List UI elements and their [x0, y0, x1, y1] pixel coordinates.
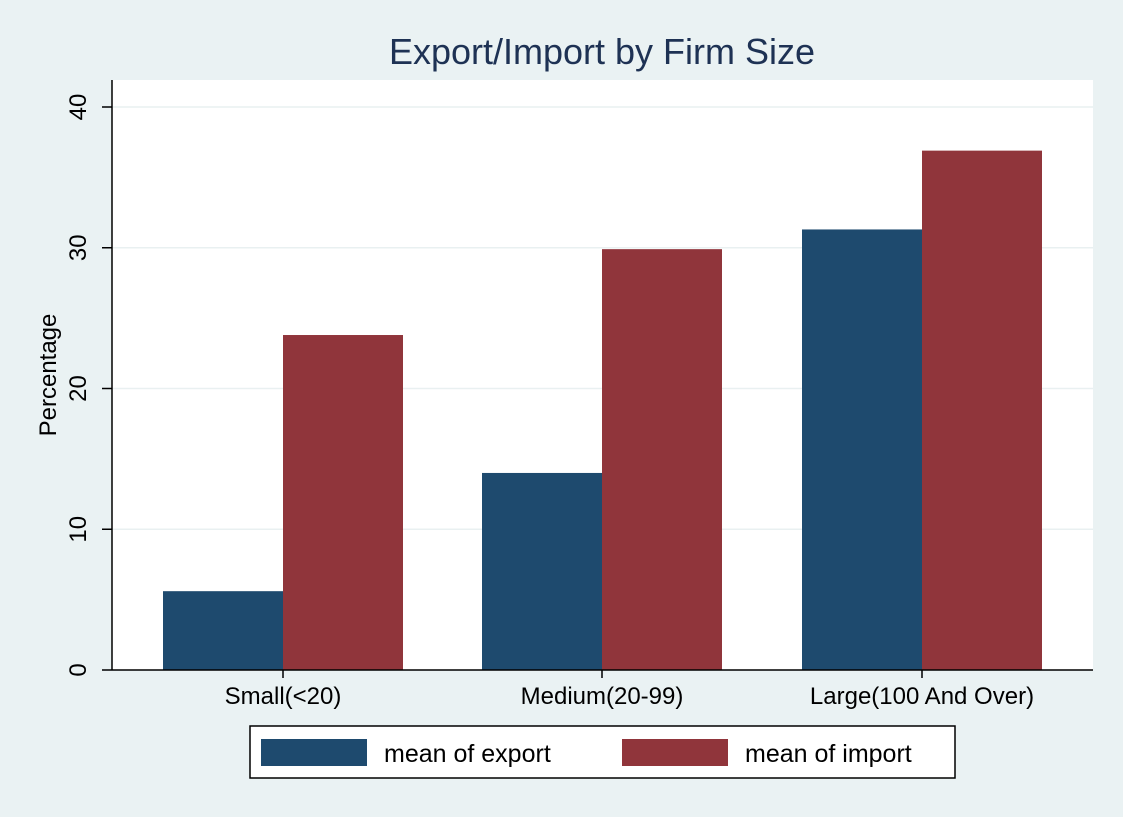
x-category-label-1: Medium(20-99) [521, 683, 684, 710]
chart-title: Export/Import by Firm Size [389, 31, 815, 72]
legend: mean of export mean of import [249, 725, 956, 779]
bars [163, 150, 1042, 670]
y-axis-label: Percentage [35, 314, 62, 437]
y-tick-label-40: 40 [65, 94, 92, 121]
y-tick-label-0: 0 [65, 663, 92, 676]
legend-box [249, 725, 956, 779]
x-category-label-2: Large(100 And Over) [810, 683, 1034, 710]
x-category-label-0: Small(<20) [225, 683, 342, 710]
bar-export-2 [802, 229, 922, 670]
y-ticks: 0 10 20 30 40 [65, 94, 112, 677]
bar-import-1 [602, 249, 722, 670]
legend-swatch-import [622, 739, 728, 766]
bar-import-0 [283, 335, 403, 670]
x-categories: Small(<20) Medium(20-99) Large(100 And Ove… [225, 670, 1034, 710]
y-tick-label-10: 10 [65, 516, 92, 543]
legend-label-export: mean of export [384, 740, 551, 768]
bar-import-2 [922, 150, 1042, 670]
y-tick-label-20: 20 [65, 375, 92, 402]
bar-export-0 [163, 591, 283, 670]
legend-label-import: mean of import [745, 740, 912, 768]
y-tick-label-30: 30 [65, 234, 92, 261]
bar-export-1 [482, 472, 602, 670]
legend-swatch-export [261, 739, 367, 766]
